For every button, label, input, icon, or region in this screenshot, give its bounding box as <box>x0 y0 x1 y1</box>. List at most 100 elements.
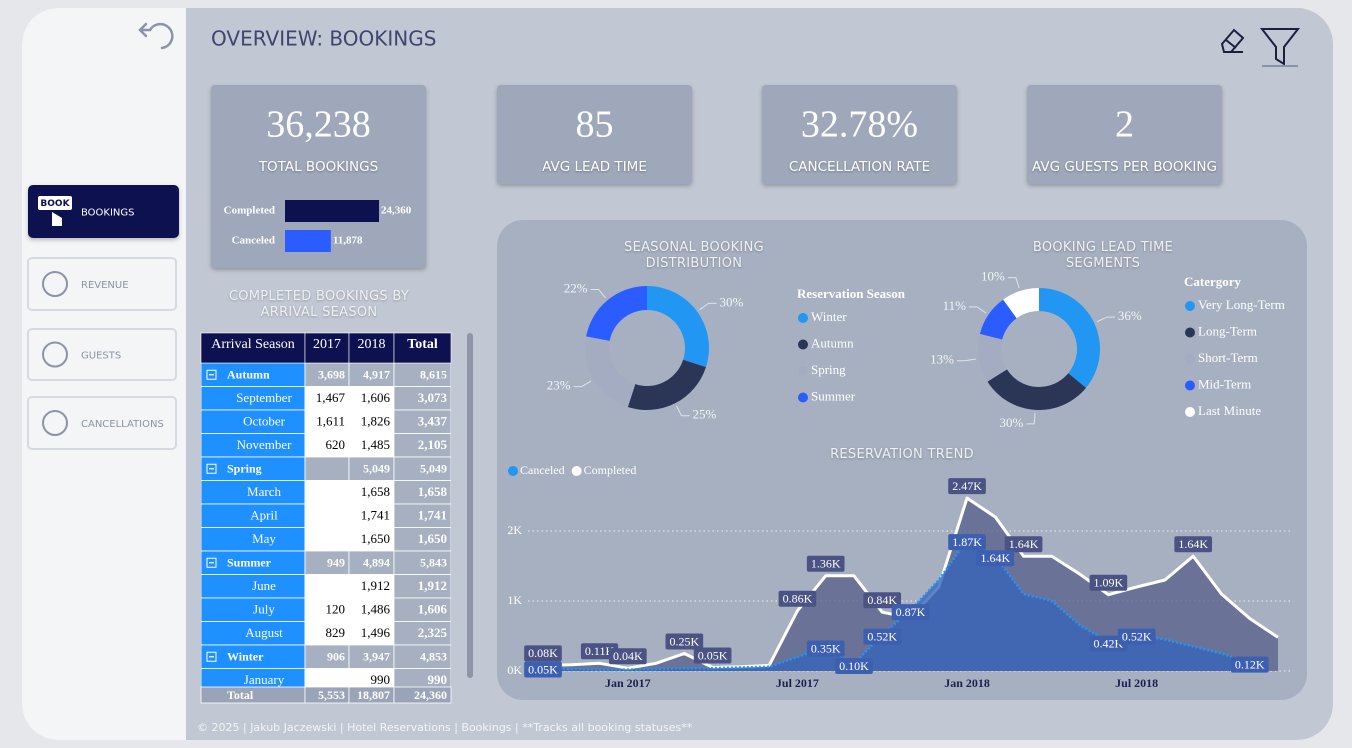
donut-label: 10% <box>981 269 1005 284</box>
table-text: 3,947 <box>363 650 390 664</box>
data-label-bg <box>693 647 732 664</box>
data-label: 0.87K <box>896 605 926 619</box>
legend-label: Spring <box>811 362 846 377</box>
table-text: 620 <box>326 437 346 452</box>
leader-line <box>573 380 592 388</box>
table-text: 1,606 <box>361 390 391 405</box>
donut-label: 25% <box>693 407 717 422</box>
nav-button[interactable] <box>27 328 177 381</box>
eraser-icon[interactable] <box>1220 28 1245 53</box>
donut-label: 22% <box>564 280 588 295</box>
table-text: 906 <box>327 650 345 664</box>
data-label-bg <box>863 628 902 645</box>
data-label: 0.25K <box>670 634 700 648</box>
line <box>542 538 1251 671</box>
table-header: 2017 <box>313 337 341 352</box>
table-text: 2,325 <box>418 625 448 640</box>
data-label: 1.64K <box>980 551 1010 565</box>
data-label: 1.36K <box>811 557 841 571</box>
donut-label: 36% <box>1118 308 1142 323</box>
chart-title: BOOKING LEAD TIME SEGMENTS <box>1032 240 1174 271</box>
leader-line <box>590 288 606 299</box>
x-tick-label: Jul 2018 <box>1115 676 1158 690</box>
data-label-bg <box>976 550 1015 567</box>
collapse-icon[interactable] <box>206 369 217 380</box>
collapse-icon[interactable] <box>206 463 217 474</box>
legend-marker <box>798 392 808 403</box>
data-label-bg <box>948 478 986 495</box>
table-text: Spring <box>227 462 262 476</box>
kpi-value: 85 <box>576 104 614 146</box>
legend-marker <box>798 366 808 376</box>
data-label: 0.11K <box>585 644 615 658</box>
x-tick-label: Jan 2018 <box>944 676 990 690</box>
legend-label: Canceled <box>520 463 565 477</box>
data-label-bg <box>1174 536 1213 553</box>
table-text: 8,615 <box>420 368 447 382</box>
data-label-bg <box>524 661 562 678</box>
legend-label: Very Long-Term <box>1198 297 1285 312</box>
kpi-card <box>1027 85 1222 184</box>
data-label-bg <box>1117 628 1156 645</box>
table-cell <box>304 503 350 528</box>
data-label-bg <box>1089 635 1128 652</box>
legend-label: Summer <box>811 388 856 403</box>
chart-title: RESERVATION TREND <box>830 447 974 462</box>
leader-line <box>1096 316 1115 323</box>
donut-label: 11% <box>943 298 967 313</box>
donut-label: 13% <box>930 352 954 367</box>
data-label-bg <box>524 645 562 662</box>
bar-label: Canceled <box>232 235 275 247</box>
nav-label: BOOKINGS <box>81 208 135 219</box>
data-label-bg <box>863 592 902 609</box>
nav-button[interactable] <box>27 396 177 450</box>
data-label: 1.87K <box>952 535 982 549</box>
data-label-bg <box>778 590 817 607</box>
data-label: 0.08K <box>528 646 558 660</box>
table-text: 1,912 <box>361 578 390 593</box>
table-text: October <box>243 414 286 429</box>
back-button[interactable] <box>138 22 174 50</box>
nav-label: CANCELLATIONS <box>81 419 164 430</box>
nav-icon <box>52 212 62 226</box>
table-cell <box>304 574 350 599</box>
data-label: 0.12K <box>1235 657 1265 671</box>
table-text: Total <box>227 688 254 702</box>
collapse-icon[interactable] <box>206 651 217 662</box>
table-text: 1,606 <box>418 602 448 617</box>
table-text: January <box>244 672 285 687</box>
data-label: 0.42K <box>1094 636 1124 650</box>
table-header-cell <box>393 332 452 364</box>
donut-slice <box>585 336 636 407</box>
table-text: 1,658 <box>418 484 448 499</box>
data-label-bg <box>1089 574 1128 591</box>
table-text: 1,658 <box>361 484 390 499</box>
data-label-bg <box>891 604 930 621</box>
legend-label: Last Minute <box>1198 403 1261 418</box>
donut-slice <box>647 286 709 368</box>
bar-value-label: 11,878 <box>333 235 363 247</box>
table-text: April <box>250 508 278 523</box>
table-cell <box>393 668 451 687</box>
table-header: 2018 <box>358 337 386 352</box>
legend-marker <box>1185 380 1195 391</box>
kpi-label: AVG GUESTS PER BOOKING <box>1032 159 1217 175</box>
data-label: 0.52K <box>867 629 897 643</box>
filter-icon[interactable] <box>1259 28 1301 67</box>
scrollbar[interactable] <box>467 333 473 678</box>
area <box>543 498 1278 671</box>
nav-button[interactable] <box>27 257 177 311</box>
table-text: 1,496 <box>361 625 391 640</box>
collapse-icon[interactable] <box>206 557 217 568</box>
donut-label: 30% <box>999 415 1023 430</box>
table-text: 2,105 <box>418 437 448 452</box>
table-header: Total <box>407 337 438 352</box>
bar <box>285 200 380 222</box>
table-text: 1,826 <box>361 414 391 429</box>
data-label: 0.04K <box>613 649 643 663</box>
table-text: 120 <box>326 602 346 617</box>
data-label: 1.64K <box>1009 537 1039 551</box>
data-label-bg <box>806 640 845 657</box>
kpi-card <box>497 85 692 184</box>
table-text: 5,049 <box>420 462 447 476</box>
